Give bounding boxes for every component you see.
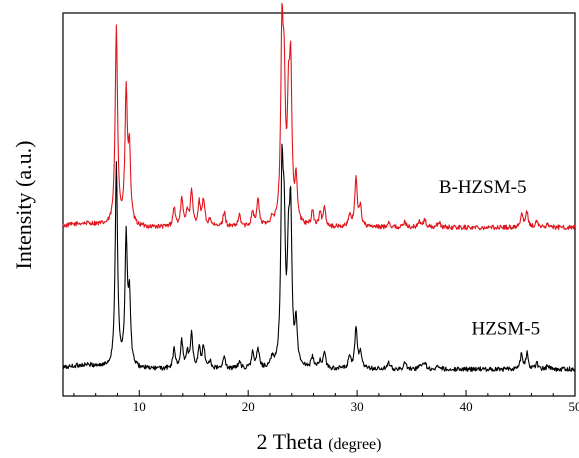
- x-axis-title-main: 2 Theta: [257, 429, 329, 454]
- x-tick-label-40: 40: [460, 399, 473, 414]
- y-axis-title: Intensity (a.u.): [11, 141, 36, 270]
- series-annotations: B-HZSM-5 HZSM-5: [439, 177, 540, 340]
- series-label-b-hzsm-5: B-HZSM-5: [439, 177, 527, 198]
- x-axis-title: 2 Theta (degree): [257, 429, 382, 454]
- plot-area: 10 20 30 40 50 B-HZSM-5 HZSM-5: [62, 2, 579, 414]
- x-tick-label-20: 20: [242, 399, 255, 414]
- x-ticks: 10 20 30 40 50: [73, 390, 579, 414]
- x-axis-title-unit: (degree): [328, 436, 381, 453]
- x-tick-label-10: 10: [133, 399, 146, 414]
- x-tick-label-30: 30: [351, 399, 364, 414]
- series-line-hzsm-5: [62, 143, 576, 372]
- series-label-hzsm-5: HZSM-5: [472, 319, 541, 340]
- plot-frame: [62, 12, 576, 397]
- x-tick-label-50: 50: [569, 399, 579, 414]
- series-layer: [62, 2, 576, 372]
- series-line-b-hzsm-5: [62, 2, 576, 231]
